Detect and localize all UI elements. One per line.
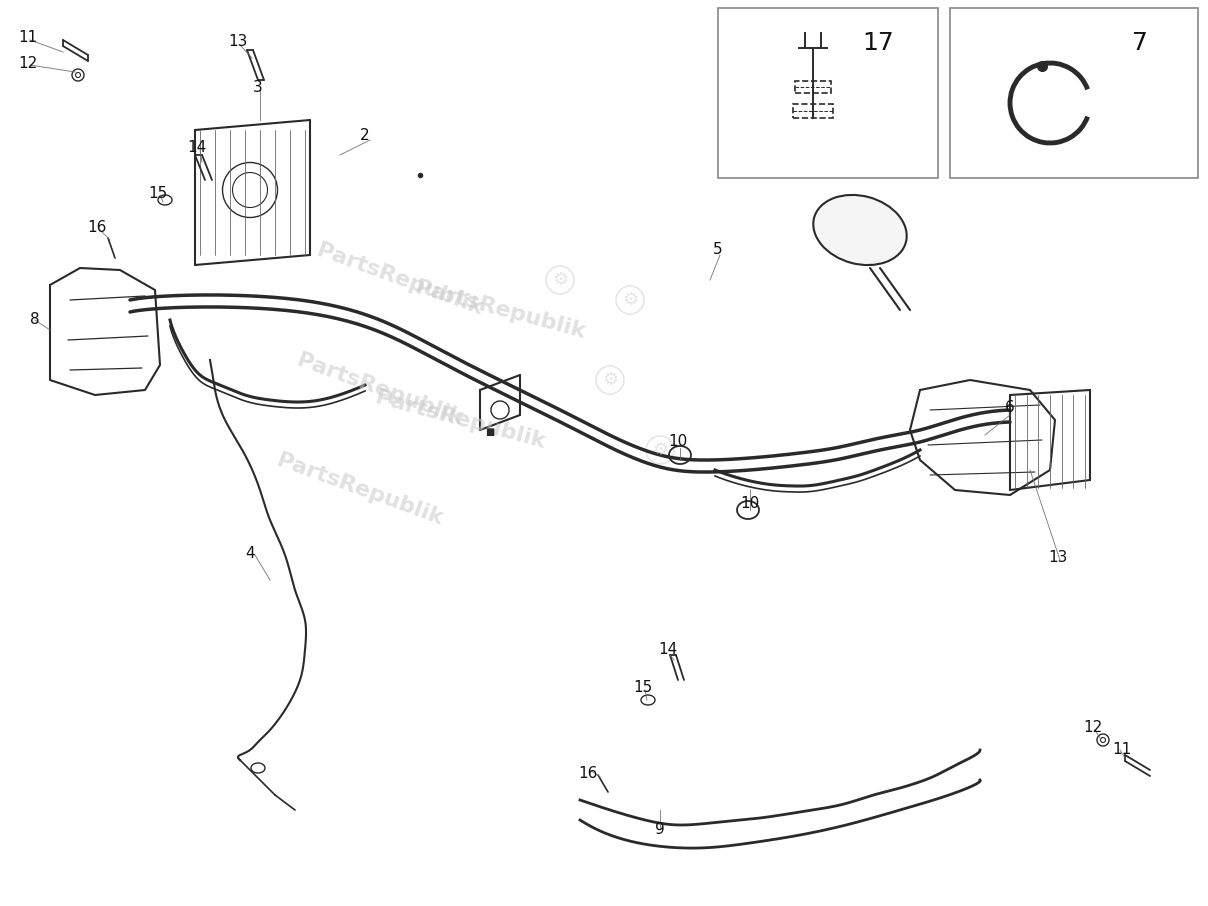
Text: ⚙: ⚙ xyxy=(602,371,618,389)
Text: 14: 14 xyxy=(187,140,207,156)
Text: 16: 16 xyxy=(87,220,106,236)
Text: 2: 2 xyxy=(360,128,370,142)
Text: 10: 10 xyxy=(668,435,687,449)
Bar xyxy=(795,81,831,93)
Text: 11: 11 xyxy=(18,31,37,45)
Text: 4: 4 xyxy=(245,545,255,561)
Bar xyxy=(949,8,1198,178)
Text: 11: 11 xyxy=(1113,743,1132,757)
Text: PartsRepublik: PartsRepublik xyxy=(413,277,587,342)
Text: 3: 3 xyxy=(254,81,263,95)
Text: 14: 14 xyxy=(658,642,678,658)
Text: 17: 17 xyxy=(863,31,894,55)
Text: 16: 16 xyxy=(579,766,598,780)
Text: PartsRepublik: PartsRepublik xyxy=(295,351,466,429)
Text: 10: 10 xyxy=(741,496,760,510)
Text: PartsRepublik: PartsRepublik xyxy=(274,450,446,529)
Text: ⚙: ⚙ xyxy=(652,441,668,459)
Text: ■: ■ xyxy=(486,427,494,437)
Text: 5: 5 xyxy=(713,243,722,257)
Text: PartsRepublik: PartsRepublik xyxy=(373,388,547,452)
Text: 9: 9 xyxy=(655,823,664,837)
Text: 12: 12 xyxy=(18,55,37,71)
Bar xyxy=(792,104,834,118)
Text: 13: 13 xyxy=(228,34,248,50)
Text: ⚙: ⚙ xyxy=(552,271,568,289)
Text: 13: 13 xyxy=(1049,551,1068,565)
Text: 15: 15 xyxy=(149,186,168,200)
Text: ⚙: ⚙ xyxy=(622,291,638,309)
Text: 8: 8 xyxy=(30,313,40,327)
Text: 7: 7 xyxy=(1132,31,1148,55)
Bar xyxy=(718,8,937,178)
Text: 15: 15 xyxy=(633,680,652,696)
Text: PartsRepublik: PartsRepublik xyxy=(314,241,486,320)
Ellipse shape xyxy=(813,195,907,265)
Text: 12: 12 xyxy=(1084,720,1103,736)
Text: 6: 6 xyxy=(1005,400,1015,416)
